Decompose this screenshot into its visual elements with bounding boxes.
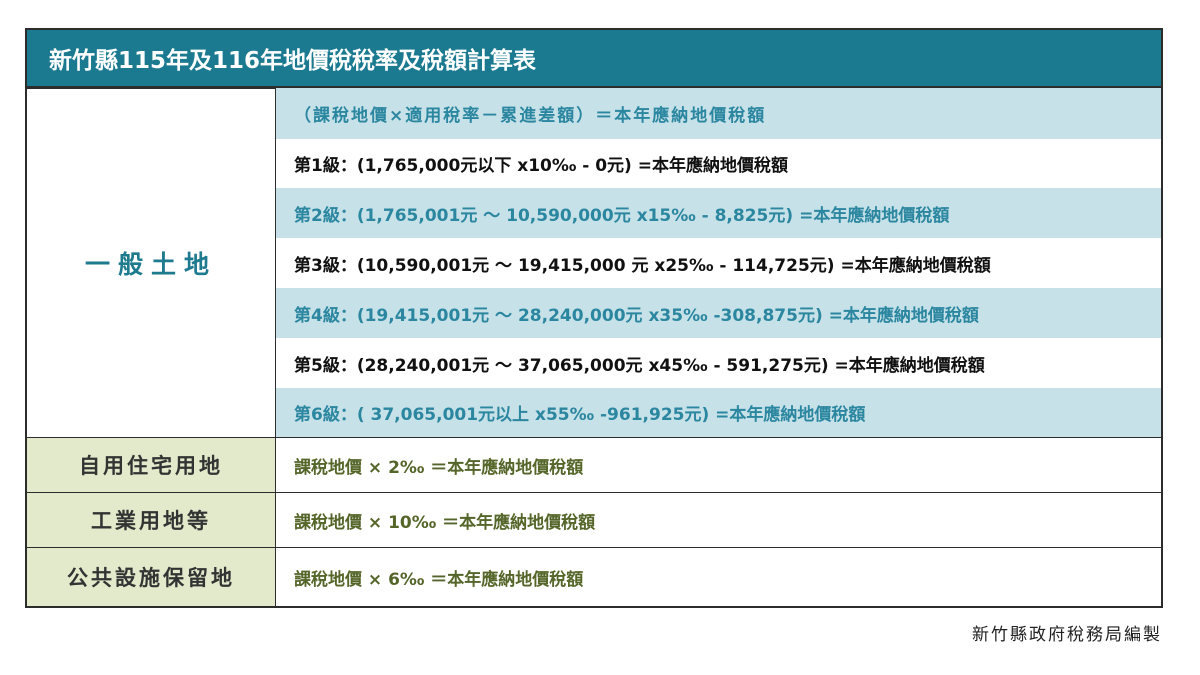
level-row: 第3級：(10,590,001元 ～ 19,415,000 元 x25‰ - 1… <box>276 238 1161 288</box>
land-type-label: 公共設施保留地 <box>27 547 276 606</box>
level-row: 第5級：(28,240,001元 ～ 37,065,000元 x45‰ - 59… <box>276 338 1161 388</box>
footer-credit: 新竹縣政府稅務局編製 <box>972 624 1162 645</box>
level-row: 第1級：(1,765,000元以下 x10‰ - 0元) =本年應納地價稅額 <box>276 139 1161 188</box>
land-type-formula: 課稅地價 × 2‰ ＝本年應納地價稅額 <box>276 437 1161 492</box>
land-type-formula: 課稅地價 × 6‰ ＝本年應納地價稅額 <box>276 547 1161 606</box>
general-land-label: 一般土地 <box>27 88 276 437</box>
land-type-formula: 課稅地價 × 10‰ ＝本年應納地價稅額 <box>276 492 1161 547</box>
table-title: 新竹縣115年及116年地價稅稅率及稅額計算表 <box>25 28 1163 88</box>
level-row: 第6級：( 37,065,001元以上 x55‰ -961,925元) =本年應… <box>276 388 1161 437</box>
land-type-label: 自用住宅用地 <box>27 437 276 492</box>
land-type-label: 工業用地等 <box>27 492 276 547</box>
level-row: 第4級：(19,415,001元 ～ 28,240,000元 x35‰ -308… <box>276 288 1161 338</box>
level-row: 第2級：(1,765,001元 ～ 10,590,000元 x15‰ - 8,8… <box>276 188 1161 238</box>
general-land-formula: （課稅地價×適用稅率－累進差額）＝本年應納地價稅額 <box>276 88 1161 139</box>
